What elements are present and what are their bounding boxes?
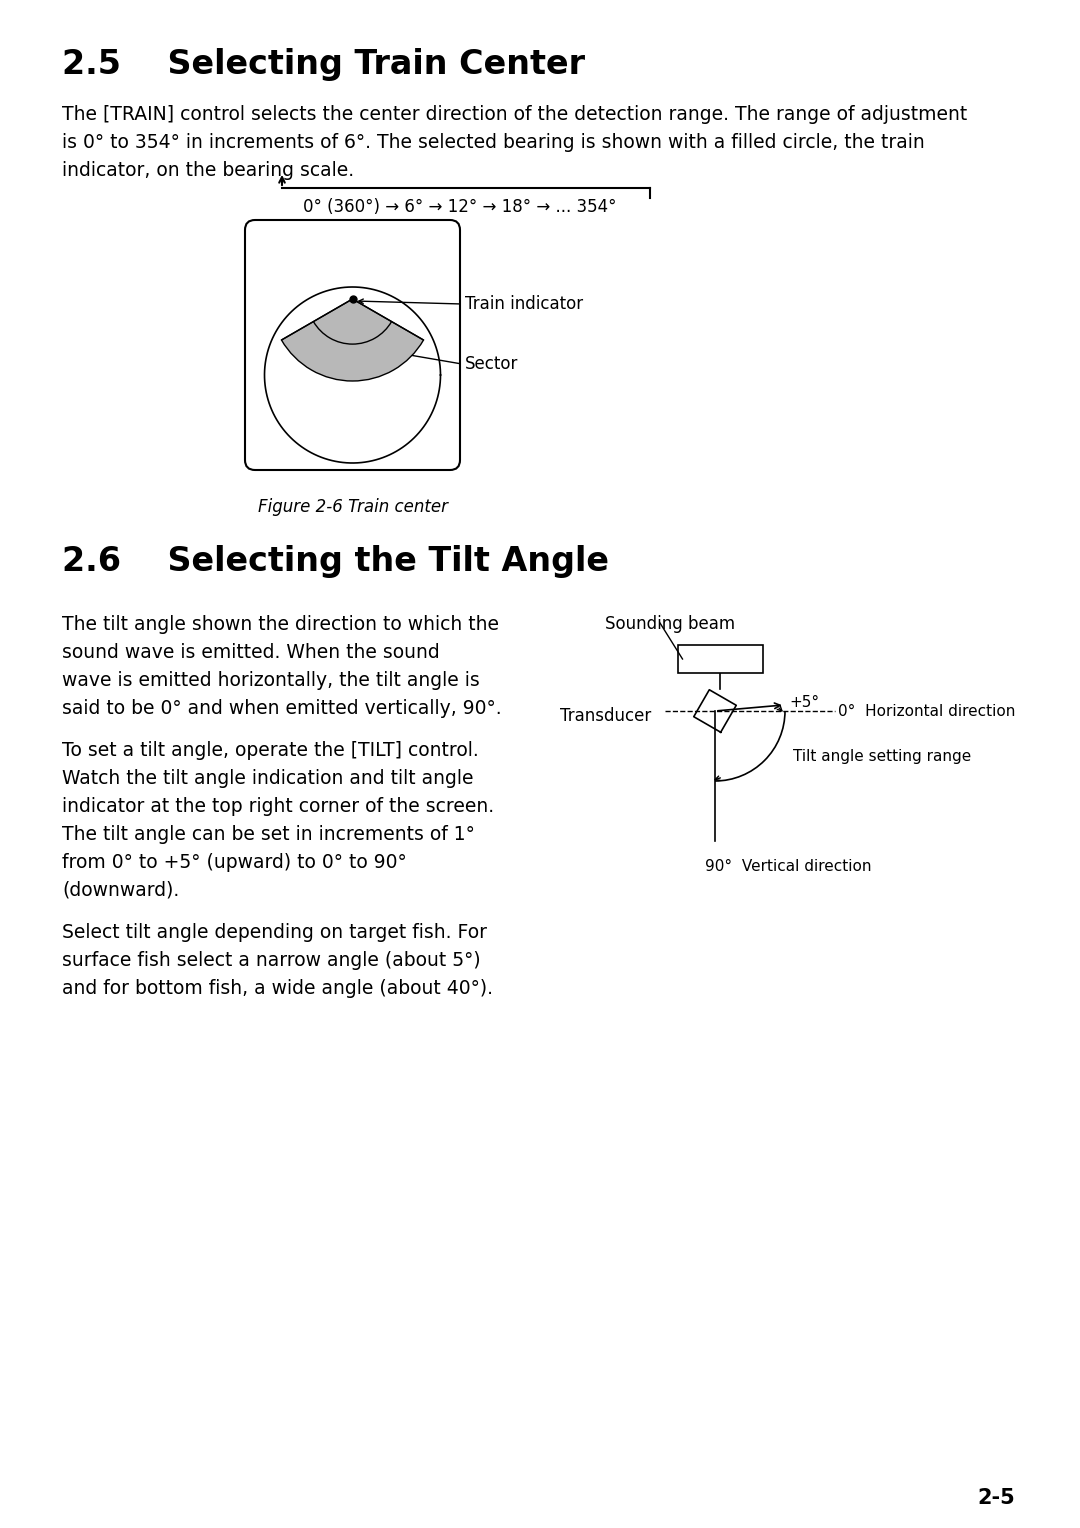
Text: To set a tilt angle, operate the [TILT] control.: To set a tilt angle, operate the [TILT] … (62, 741, 478, 759)
Text: indicator, on the bearing scale.: indicator, on the bearing scale. (62, 160, 354, 180)
Text: Sector: Sector (465, 354, 518, 373)
Text: Select tilt angle depending on target fish. For: Select tilt angle depending on target fi… (62, 923, 487, 941)
Text: wave is emitted horizontally, the tilt angle is: wave is emitted horizontally, the tilt a… (62, 671, 480, 691)
Text: The [TRAIN] control selects the center direction of the detection range. The ran: The [TRAIN] control selects the center d… (62, 105, 968, 124)
Text: +5°: +5° (789, 695, 820, 711)
Text: The tilt angle shown the direction to which the: The tilt angle shown the direction to wh… (62, 614, 499, 634)
Text: from 0° to +5° (upward) to 0° to 90°: from 0° to +5° (upward) to 0° to 90° (62, 853, 407, 872)
Text: (downward).: (downward). (62, 882, 179, 900)
Text: Figure 2-6 Train center: Figure 2-6 Train center (257, 498, 447, 516)
Text: 90°  Vertical direction: 90° Vertical direction (705, 859, 872, 874)
Text: 0°  Horizontal direction: 0° Horizontal direction (838, 703, 1015, 718)
Text: and for bottom fish, a wide angle (about 40°).: and for bottom fish, a wide angle (about… (62, 979, 492, 998)
FancyBboxPatch shape (245, 220, 460, 471)
Text: Watch the tilt angle indication and tilt angle: Watch the tilt angle indication and tilt… (62, 769, 473, 788)
Text: The tilt angle can be set in increments of 1°: The tilt angle can be set in increments … (62, 825, 475, 843)
Wedge shape (282, 299, 423, 380)
Text: 2.6    Selecting the Tilt Angle: 2.6 Selecting the Tilt Angle (62, 545, 609, 578)
Text: said to be 0° and when emitted vertically, 90°.: said to be 0° and when emitted verticall… (62, 698, 501, 718)
Text: 0° (360°) → 6° → 12° → 18° → ... 354°: 0° (360°) → 6° → 12° → 18° → ... 354° (303, 199, 617, 215)
Text: 2.5    Selecting Train Center: 2.5 Selecting Train Center (62, 47, 585, 81)
Text: sound wave is emitted. When the sound: sound wave is emitted. When the sound (62, 643, 440, 662)
Text: surface fish select a narrow angle (about 5°): surface fish select a narrow angle (abou… (62, 950, 481, 970)
Text: Sounding beam: Sounding beam (605, 614, 735, 633)
Text: is 0° to 354° in increments of 6°. The selected bearing is shown with a filled c: is 0° to 354° in increments of 6°. The s… (62, 133, 924, 151)
Text: 2-5: 2-5 (977, 1488, 1015, 1508)
Text: Train indicator: Train indicator (465, 295, 583, 313)
Text: indicator at the top right corner of the screen.: indicator at the top right corner of the… (62, 798, 495, 816)
Text: Tilt angle setting range: Tilt angle setting range (793, 749, 971, 764)
Text: Transducer: Transducer (561, 707, 651, 724)
Bar (677, 645, 762, 672)
